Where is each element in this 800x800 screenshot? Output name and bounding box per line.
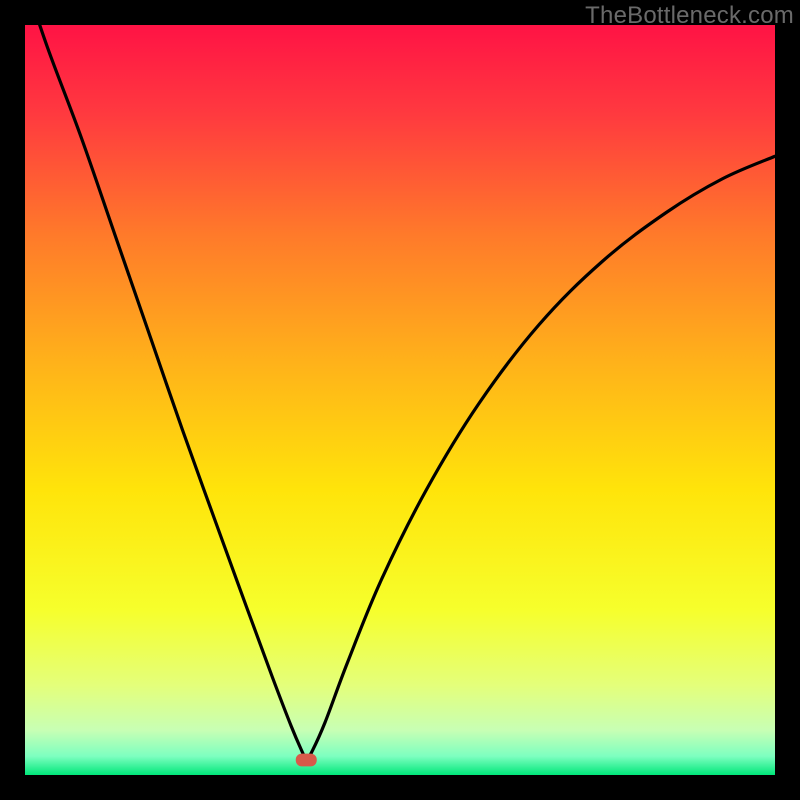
bottleneck-curve — [25, 25, 775, 760]
min-marker — [296, 754, 317, 767]
plot-area — [25, 25, 775, 775]
chart-frame: TheBottleneck.com — [0, 0, 800, 800]
chart-svg — [25, 25, 775, 775]
